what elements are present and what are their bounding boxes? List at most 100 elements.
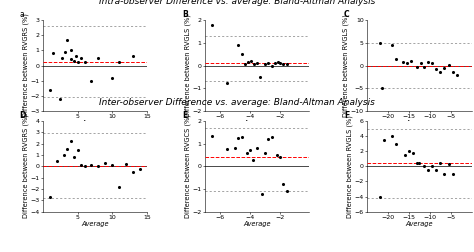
Point: [67, 48, 74, 52]
Point: [380, 138, 388, 142]
Text: E: E: [182, 111, 187, 120]
Point: [64, 38, 71, 42]
Point: [243, 151, 250, 155]
Point: [249, 158, 256, 162]
Point: [53, 159, 60, 163]
Point: [256, 75, 264, 79]
Point: [109, 76, 116, 80]
Point: [64, 147, 71, 151]
Point: [67, 57, 74, 61]
Y-axis label: Difference between RVGLS (%): Difference between RVGLS (%): [346, 115, 353, 218]
Point: [70, 155, 78, 159]
Y-axis label: Difference between RVGRS (%): Difference between RVGRS (%): [22, 114, 29, 218]
Point: [407, 59, 415, 63]
Point: [46, 88, 54, 92]
Point: [388, 43, 396, 47]
Point: [283, 189, 291, 193]
Point: [247, 59, 255, 63]
Point: [129, 54, 137, 58]
Point: [424, 60, 431, 64]
Point: [264, 61, 272, 65]
Point: [246, 148, 254, 152]
X-axis label: Average: Average: [81, 120, 109, 127]
Point: [409, 151, 417, 155]
Point: [77, 163, 85, 167]
Point: [419, 164, 427, 168]
Point: [234, 43, 242, 47]
Point: [137, 167, 144, 171]
Point: [274, 60, 282, 64]
Point: [223, 147, 231, 151]
Point: [245, 60, 252, 64]
Point: [441, 66, 448, 70]
Point: [49, 51, 57, 55]
Point: [276, 61, 283, 65]
Point: [261, 62, 268, 67]
Point: [273, 153, 280, 157]
Point: [428, 164, 436, 168]
Point: [403, 61, 410, 65]
Point: [432, 67, 440, 71]
Point: [241, 62, 249, 66]
Point: [129, 170, 137, 174]
Y-axis label: Difference between RVGLS (%): Difference between RVGLS (%): [184, 14, 191, 117]
Point: [73, 54, 80, 58]
Point: [250, 62, 258, 66]
Point: [268, 64, 276, 68]
Point: [74, 148, 82, 152]
Point: [56, 97, 64, 101]
Point: [392, 57, 400, 61]
Point: [67, 139, 74, 143]
Point: [46, 195, 54, 199]
X-axis label: Average: Average: [81, 221, 109, 227]
Point: [401, 153, 409, 157]
Point: [95, 164, 102, 168]
Point: [405, 149, 413, 153]
Point: [432, 168, 440, 172]
Point: [376, 195, 383, 199]
Point: [276, 155, 283, 159]
Point: [416, 161, 423, 165]
Point: [209, 134, 216, 138]
Point: [253, 61, 261, 65]
Point: [264, 137, 272, 141]
Point: [61, 50, 69, 54]
Point: [101, 161, 109, 165]
Point: [88, 163, 95, 167]
Point: [88, 79, 95, 83]
Point: [424, 168, 431, 172]
Point: [116, 60, 123, 65]
Point: [378, 86, 385, 90]
Point: [261, 151, 268, 155]
Point: [437, 161, 444, 165]
Point: [279, 62, 286, 67]
Point: [388, 134, 396, 138]
Point: [445, 162, 452, 166]
Point: [271, 61, 279, 65]
Text: B: B: [182, 10, 188, 19]
Point: [279, 182, 286, 186]
Point: [419, 65, 427, 69]
Point: [428, 61, 436, 65]
Text: Inter-observer Difference vs. average: Bland-Altman Analysis: Inter-observer Difference vs. average: B…: [99, 98, 375, 107]
Point: [81, 60, 88, 64]
Point: [116, 185, 123, 189]
Text: a: a: [19, 10, 24, 19]
Point: [437, 70, 444, 74]
Point: [283, 62, 291, 66]
Point: [95, 56, 102, 60]
Y-axis label: Difference between RVGLS (%): Difference between RVGLS (%): [343, 14, 349, 117]
Point: [58, 56, 66, 60]
X-axis label: Average: Average: [405, 120, 433, 127]
Y-axis label: Difference between RVGCS (%): Difference between RVGCS (%): [184, 114, 191, 218]
X-axis label: Average: Average: [243, 120, 271, 127]
Point: [253, 146, 261, 150]
Point: [418, 61, 425, 65]
Point: [231, 146, 238, 150]
X-axis label: Average: Average: [243, 221, 271, 227]
Point: [258, 192, 265, 196]
Text: C: C: [344, 10, 350, 19]
Point: [109, 163, 116, 167]
Point: [223, 80, 231, 84]
Point: [268, 135, 276, 139]
